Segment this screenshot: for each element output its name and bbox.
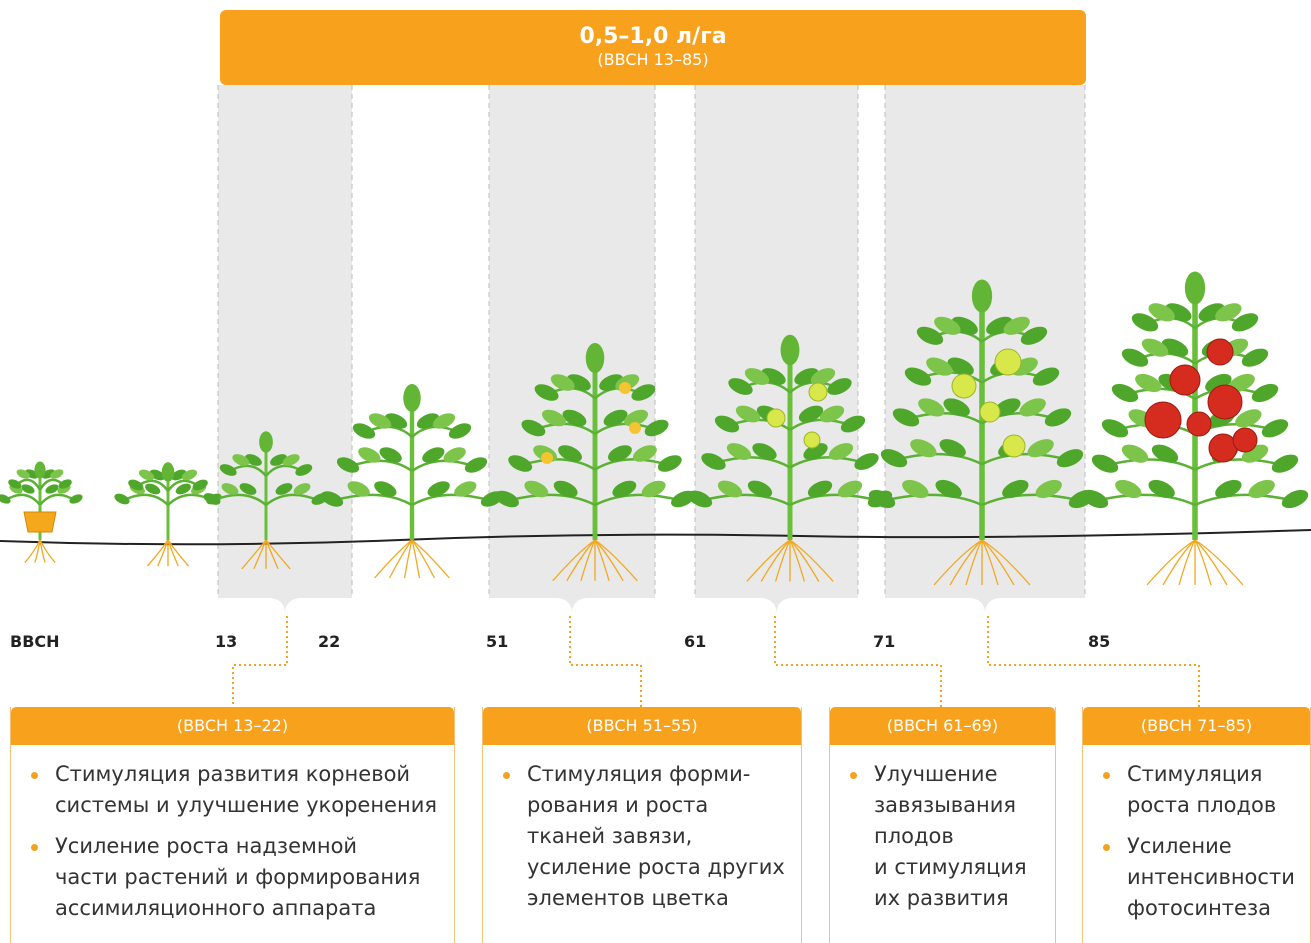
fruit bbox=[1208, 385, 1242, 419]
branch bbox=[1195, 460, 1285, 470]
info-box: (BBCH 13–22) Стимуляция развития корневой… bbox=[10, 707, 455, 943]
leaf bbox=[1279, 486, 1311, 512]
root bbox=[390, 540, 412, 578]
leaf bbox=[0, 492, 12, 505]
fruit bbox=[809, 383, 827, 401]
stage-column bbox=[885, 85, 1085, 614]
connector bbox=[570, 616, 641, 707]
leaf bbox=[259, 431, 273, 453]
leaf bbox=[403, 384, 420, 412]
fruit bbox=[995, 349, 1021, 375]
leaf bbox=[1269, 451, 1301, 477]
scale-label: BBCH bbox=[10, 632, 60, 651]
fruit bbox=[767, 409, 785, 427]
leaf bbox=[1109, 380, 1141, 406]
box-title: (BBCH 71–85) bbox=[1083, 707, 1310, 745]
box-list: Стимуляция роста плодов Усиление интенсив… bbox=[1083, 759, 1310, 924]
plant bbox=[1079, 272, 1311, 586]
info-box: (BBCH 51–55) Стимуляция форми- рования и … bbox=[482, 707, 802, 943]
leaf bbox=[113, 491, 132, 506]
leaf bbox=[655, 452, 684, 475]
box-title: (BBCH 51–55) bbox=[483, 707, 801, 745]
fruit bbox=[1145, 402, 1181, 438]
root bbox=[1179, 540, 1195, 585]
root bbox=[375, 540, 412, 578]
branch bbox=[1195, 495, 1295, 505]
connector bbox=[233, 616, 287, 707]
box-list: Стимуляция форми- рования и роста тканей… bbox=[483, 759, 801, 914]
box-title: (BBCH 61–69) bbox=[830, 707, 1055, 745]
stage-column bbox=[218, 85, 352, 614]
leaf bbox=[34, 462, 45, 479]
leaf bbox=[781, 335, 800, 366]
fruit bbox=[952, 374, 976, 398]
page: 0,5–1,0 л/га (BBCH 13–85) BBCH (BBCH 13–… bbox=[0, 0, 1311, 943]
connector bbox=[988, 616, 1199, 707]
box-item: Стимуляция роста плодов bbox=[1127, 759, 1310, 821]
root bbox=[1195, 540, 1243, 585]
box-item: Стимуляция форми- рования и роста тканей… bbox=[527, 759, 801, 914]
box-list: Стимуляция развития корневой системы и у… bbox=[11, 759, 454, 924]
box-item: Усиление роста надземной части растений … bbox=[55, 831, 454, 924]
leaf bbox=[68, 492, 84, 505]
leaf bbox=[1259, 416, 1291, 442]
branch bbox=[1095, 495, 1195, 505]
stage-number: 61 bbox=[684, 632, 706, 651]
root bbox=[1195, 540, 1211, 585]
root bbox=[412, 540, 434, 578]
fruit bbox=[1207, 339, 1233, 365]
dose: 0,5–1,0 л/га bbox=[220, 24, 1086, 49]
flower bbox=[541, 452, 553, 464]
plant bbox=[113, 462, 224, 566]
box-item: Усиление интенсивности фотосинтеза bbox=[1127, 831, 1310, 924]
stage-number: 13 bbox=[215, 632, 237, 651]
box-item: Улучшение завязывания плодов и стимуляци… bbox=[874, 759, 1055, 914]
leaf bbox=[1099, 416, 1131, 442]
leaf bbox=[972, 280, 992, 313]
fruit bbox=[1003, 435, 1025, 457]
info-box: (BBCH 61–69) Улучшение завязывания плодов… bbox=[829, 707, 1056, 943]
branch bbox=[1105, 460, 1195, 470]
stage-number: 22 bbox=[318, 632, 340, 651]
dose-banner: 0,5–1,0 л/га (BBCH 13–85) bbox=[220, 10, 1086, 85]
root bbox=[412, 540, 449, 578]
fruit bbox=[1187, 412, 1211, 436]
fruit bbox=[980, 402, 1000, 422]
flower bbox=[629, 422, 641, 434]
fruit bbox=[804, 432, 820, 448]
plant bbox=[0, 462, 84, 563]
flower bbox=[619, 382, 631, 394]
fruit bbox=[1170, 365, 1200, 395]
connector bbox=[775, 616, 941, 707]
root bbox=[1147, 540, 1195, 585]
dose-range: (BBCH 13–85) bbox=[220, 50, 1086, 69]
leaf bbox=[463, 454, 490, 476]
leaf bbox=[1249, 380, 1281, 406]
fruit bbox=[1233, 428, 1257, 452]
box-title: (BBCH 13–22) bbox=[11, 707, 454, 745]
stage-number: 71 bbox=[873, 632, 895, 651]
info-box: (BBCH 71–85) Стимуляция роста плодов Усиле… bbox=[1082, 707, 1311, 943]
stage-number: 51 bbox=[486, 632, 508, 651]
branch bbox=[412, 495, 492, 505]
stage-number: 85 bbox=[1088, 632, 1110, 651]
leaf bbox=[1089, 451, 1121, 477]
leaf bbox=[1185, 272, 1205, 305]
pot bbox=[24, 512, 56, 532]
box-list: Улучшение завязывания плодов и стимуляци… bbox=[830, 759, 1055, 914]
box-item: Стимуляция развития корневой системы и у… bbox=[55, 759, 454, 821]
leaf bbox=[586, 343, 605, 373]
leaf bbox=[162, 462, 175, 482]
